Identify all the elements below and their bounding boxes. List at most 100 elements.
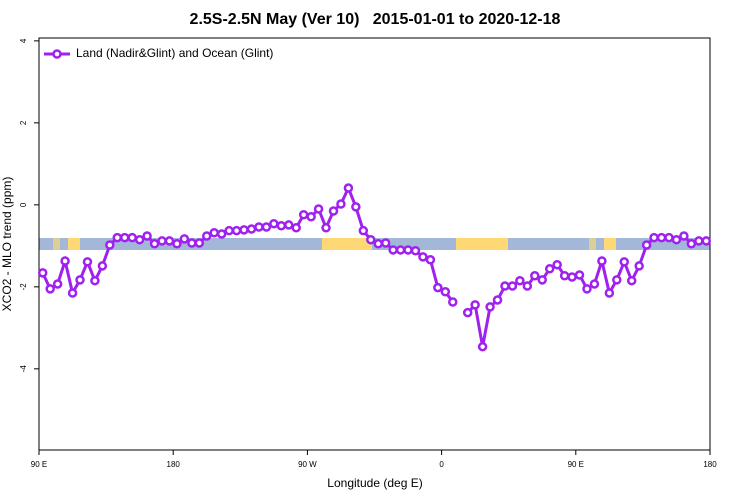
data-point — [664, 232, 674, 243]
data-point — [589, 279, 600, 289]
x-tick-label: 180 — [167, 460, 181, 469]
land-band — [456, 238, 508, 250]
data-point — [67, 288, 78, 298]
data-point — [567, 272, 577, 282]
data-point — [306, 211, 316, 222]
data-point — [343, 183, 354, 193]
data-point — [507, 281, 518, 291]
data-point — [686, 239, 697, 249]
data-point — [239, 225, 249, 235]
data-point — [261, 222, 272, 232]
data-point — [112, 232, 123, 243]
data-point — [485, 302, 495, 312]
data-point — [254, 222, 264, 232]
data-point — [679, 231, 689, 241]
data-point — [179, 234, 190, 244]
y-axis-label: XCO2 - MLO trend (ppm) — [0, 177, 14, 312]
data-point — [202, 231, 212, 241]
data-point — [403, 245, 413, 255]
data-point — [269, 218, 279, 229]
data-point — [366, 234, 376, 245]
data-point — [358, 225, 369, 236]
data-point — [60, 256, 70, 266]
data-point — [470, 300, 480, 310]
chart-title: 2.5S-2.5N May (Ver 10) 2015-01-01 to 202… — [190, 11, 561, 28]
x-tick-label: 180 — [703, 460, 717, 469]
data-point — [313, 204, 324, 214]
land-band — [589, 238, 596, 250]
data-point — [537, 275, 547, 285]
data-point — [544, 264, 555, 274]
data-point — [97, 261, 108, 271]
data-point — [209, 227, 219, 238]
data-point — [440, 287, 451, 297]
data-point — [149, 239, 160, 249]
data-point — [298, 209, 309, 220]
plot-frame — [38, 37, 711, 451]
data-point — [448, 297, 458, 307]
data-point — [75, 275, 85, 285]
legend-marker — [52, 49, 62, 59]
data-point — [559, 271, 570, 281]
y-tick-label: -2 — [19, 283, 28, 291]
data-point — [291, 223, 301, 233]
data-point — [410, 246, 421, 256]
y-tick-label: -4 — [19, 365, 28, 373]
data-point — [134, 234, 145, 245]
data-point — [395, 245, 406, 255]
data-point — [187, 238, 197, 248]
data-point — [649, 232, 659, 243]
data-point — [276, 221, 287, 231]
data-point — [425, 255, 436, 265]
data-point — [90, 275, 100, 286]
y-tick-label: 0 — [19, 202, 28, 207]
data-point — [105, 240, 115, 250]
data-point — [597, 256, 607, 266]
x-axis-label: Longitude (deg E) — [327, 476, 422, 490]
data-point — [52, 279, 63, 289]
data-point — [701, 236, 712, 246]
data-point — [522, 281, 533, 291]
data-point — [380, 238, 391, 248]
y-tick-label: 4 — [19, 38, 28, 43]
y-tick-label: 2 — [19, 120, 28, 125]
data-point — [530, 271, 540, 281]
data-point — [336, 199, 346, 209]
data-point — [500, 281, 510, 291]
data-point — [216, 229, 227, 239]
data-point — [619, 257, 630, 267]
data-point — [433, 282, 443, 293]
data-point — [582, 284, 592, 294]
data-point — [231, 225, 242, 236]
data-point — [462, 307, 473, 318]
x-tick-label: 90 W — [298, 460, 317, 469]
data-point — [694, 236, 704, 246]
data-point — [328, 206, 339, 216]
land-band — [53, 238, 60, 250]
data-point — [373, 239, 383, 249]
data-point — [157, 236, 167, 246]
data-point — [574, 270, 585, 280]
data-point — [37, 268, 48, 278]
data-point — [246, 224, 257, 234]
data-point — [388, 245, 398, 255]
data-point — [641, 240, 652, 250]
x-tick-label: 90 E — [31, 460, 47, 469]
data-point — [604, 288, 615, 298]
data-point — [224, 225, 234, 236]
data-point — [351, 202, 361, 212]
data-point — [552, 259, 562, 270]
data-point — [284, 220, 294, 230]
data-point — [321, 223, 331, 233]
data-point — [418, 252, 428, 262]
data-point — [127, 232, 137, 243]
data-point — [656, 232, 667, 243]
data-point — [626, 275, 637, 286]
data-point — [492, 295, 503, 305]
data-point — [119, 232, 130, 243]
data-point — [194, 238, 205, 248]
land-band — [322, 238, 372, 250]
data-point — [671, 234, 682, 245]
data-point — [477, 341, 488, 352]
